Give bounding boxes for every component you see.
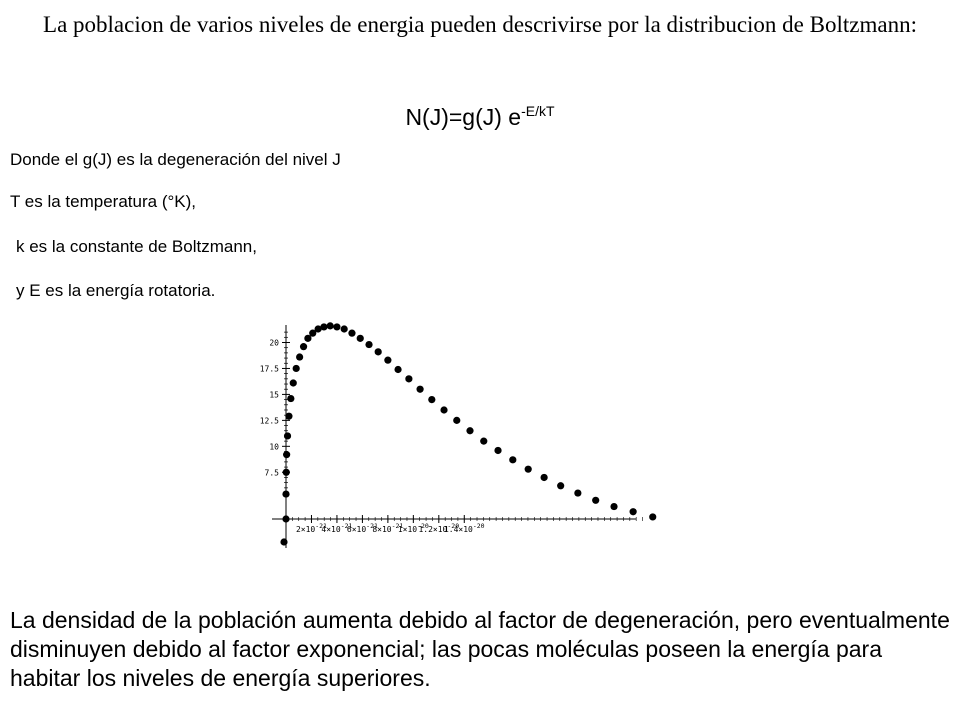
data-point xyxy=(282,490,290,498)
data-point xyxy=(610,502,618,511)
data-point xyxy=(416,385,424,393)
data-point xyxy=(282,515,290,523)
data-point xyxy=(509,456,517,464)
data-point xyxy=(320,323,328,331)
definition-temperature: T es la temperatura (°K), xyxy=(10,192,196,211)
y-tick-label: 10 xyxy=(269,442,279,451)
data-point xyxy=(292,364,300,373)
data-point xyxy=(296,353,304,361)
data-point xyxy=(649,513,657,521)
data-point xyxy=(326,322,334,330)
data-point xyxy=(299,343,308,351)
data-point xyxy=(440,406,448,414)
data-point xyxy=(285,412,293,420)
boltzmann-formula: N(J)=g(J) e-E/kT xyxy=(0,103,960,131)
data-point xyxy=(405,375,413,383)
data-point xyxy=(283,451,291,459)
data-point xyxy=(356,334,364,342)
data-point xyxy=(629,508,637,516)
data-point xyxy=(384,356,392,364)
definition-degeneracy: Donde el g(J) es la degeneración del niv… xyxy=(10,150,341,169)
data-point xyxy=(453,416,461,424)
data-point xyxy=(524,465,532,473)
data-point xyxy=(280,538,288,546)
data-point xyxy=(289,379,297,387)
plot-axes xyxy=(272,325,636,548)
x-tick-label: 1.2×10-20 xyxy=(418,522,459,534)
plot-points xyxy=(280,322,657,546)
data-point xyxy=(283,432,292,440)
x-tick-label: 8×10-21 xyxy=(372,522,403,534)
slide-title: La poblacion de varios niveles de energi… xyxy=(43,12,917,37)
x-tick-label: 1.4×10-20 xyxy=(444,522,485,534)
y-tick-label: 20 xyxy=(269,339,279,348)
data-point xyxy=(314,325,322,333)
data-point xyxy=(494,446,502,455)
formula-base: N(J)=g(J) e xyxy=(405,104,522,130)
data-point xyxy=(540,473,548,482)
data-point xyxy=(574,489,582,497)
conclusion-text: La densidad de la población aumenta debi… xyxy=(10,607,950,691)
data-point xyxy=(466,427,474,435)
data-point xyxy=(592,496,600,504)
data-point xyxy=(557,482,565,490)
x-tick-label: 6×10-21 xyxy=(347,522,378,534)
data-point xyxy=(309,329,317,337)
y-tick-label: 7.5 xyxy=(265,468,280,477)
plot-ticks: 7.5 10 12.5 15 17.5 20 2×10-214×10-216×10-218×… xyxy=(260,331,643,534)
x-tick-label: 1×10-20 xyxy=(398,522,429,534)
data-point xyxy=(365,340,373,349)
data-point xyxy=(394,365,402,374)
y-tick-label: 17.5 xyxy=(260,364,279,373)
data-point xyxy=(374,348,382,356)
formula-exponent: -E/kT xyxy=(521,103,555,119)
data-point xyxy=(340,325,348,333)
y-tick-label: 12.5 xyxy=(260,416,279,425)
x-tick-label: 4×10-21 xyxy=(321,522,352,534)
data-point xyxy=(282,468,290,476)
definition-boltzmann-constant: k es la constante de Boltzmann, xyxy=(16,237,257,256)
data-point xyxy=(480,437,488,445)
data-point xyxy=(348,329,356,337)
data-point xyxy=(287,394,295,403)
data-point xyxy=(304,334,312,342)
data-point xyxy=(333,323,341,331)
y-tick-label: 15 xyxy=(269,390,279,399)
definition-rotational-energy: y E es la energía rotatoria. xyxy=(16,281,216,300)
x-tick-label: 2×10-21 xyxy=(296,522,327,534)
data-point xyxy=(428,396,436,404)
